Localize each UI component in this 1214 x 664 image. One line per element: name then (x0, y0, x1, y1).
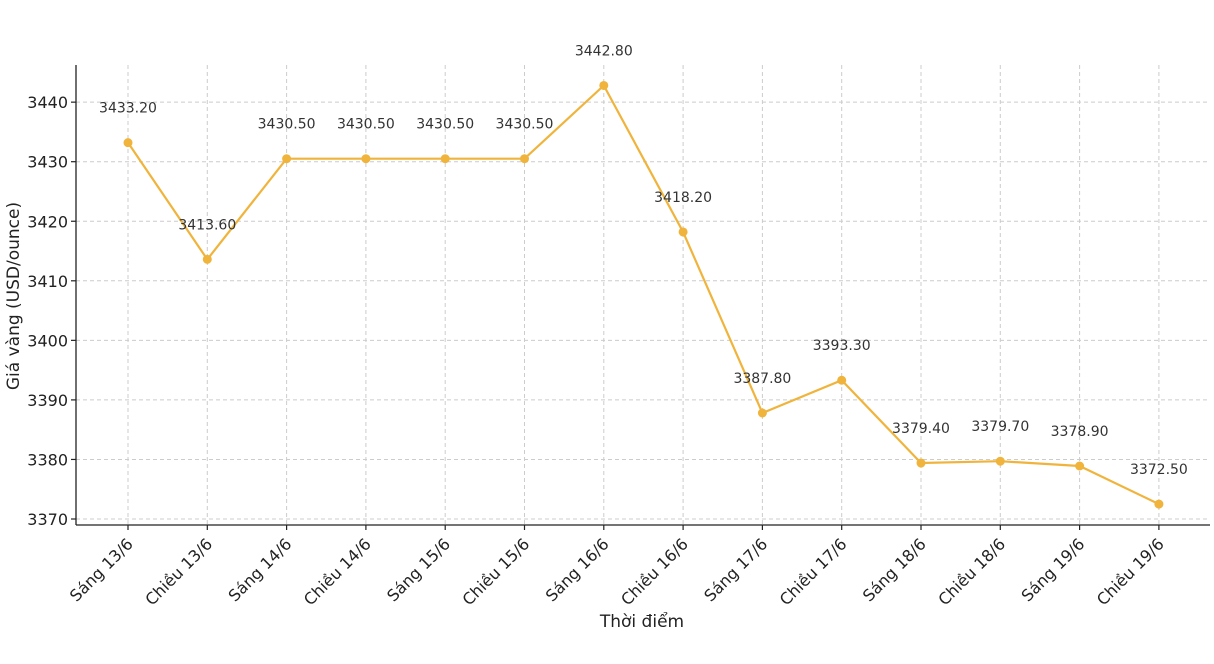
data-labels: 3433.20 3413.60 3430.50 3430.50 3430.50 3430.… (99, 43, 1188, 478)
data-point (1154, 499, 1164, 509)
y-tick-label: 3420 (27, 212, 68, 231)
series (127, 83, 1160, 506)
y-tick-label: 3370 (27, 510, 68, 529)
data-points (123, 80, 1164, 509)
data-value-label: 3430.50 (496, 117, 554, 133)
data-value-label: 3418.20 (654, 190, 712, 206)
y-tick-label: 3400 (27, 331, 68, 350)
data-value-label: 3393.30 (813, 338, 871, 354)
data-value-label: 3372.50 (1130, 462, 1188, 478)
x-tick-label: Chiều 19/6 (1093, 534, 1168, 609)
data-value-label: 3413.60 (178, 217, 236, 233)
y-axis-title: Giá vàng (USD/ounce) (4, 202, 24, 390)
y-tick-label: 3430 (27, 153, 68, 172)
x-tick-label: Chiều 13/6 (141, 534, 216, 609)
x-tick-label: Chiều 15/6 (459, 534, 534, 609)
data-value-label: 3379.70 (971, 419, 1029, 435)
axes (75, 65, 1210, 526)
data-point (440, 154, 450, 164)
x-tick-label: Sáng 14/6 (225, 534, 296, 605)
data-value-label: 3442.80 (575, 43, 633, 59)
x-tick-label: Sáng 17/6 (700, 534, 771, 605)
data-point (1075, 461, 1085, 471)
data-value-label: 3378.90 (1051, 424, 1109, 440)
y-tick-label: 3410 (27, 272, 68, 291)
data-point (678, 227, 688, 237)
x-tick-label: Chiều 18/6 (934, 534, 1009, 609)
x-tick-label: Sáng 15/6 (383, 534, 454, 605)
x-tick-label: Chiều 16/6 (617, 534, 692, 609)
data-point (202, 254, 212, 264)
x-tick-label: Sáng 19/6 (1018, 534, 1089, 605)
data-point (995, 456, 1005, 466)
data-point (837, 375, 847, 385)
data-value-label: 3387.80 (733, 371, 791, 387)
data-value-label: 3430.50 (258, 117, 316, 133)
y-tick-label: 3440 (27, 93, 68, 112)
y-ticks: 3370 3380 3390 3400 3410 3420 3430 3440 (27, 93, 76, 529)
series-line (127, 83, 1160, 506)
x-tick-label: Sáng 18/6 (859, 534, 930, 605)
data-point (916, 458, 926, 468)
x-tick-label: Sáng 16/6 (542, 534, 613, 605)
data-point (123, 138, 133, 148)
data-value-label: 3430.50 (337, 117, 395, 133)
grid (76, 65, 1210, 525)
y-tick-label: 3390 (27, 391, 68, 410)
x-axis-title: Thời điểm (599, 611, 684, 632)
data-point (599, 80, 609, 90)
x-tick-label: Chiều 17/6 (776, 534, 851, 609)
data-value-label: 3433.20 (99, 101, 157, 117)
x-tick-label: Chiều 14/6 (300, 534, 375, 609)
data-point (520, 154, 529, 164)
x-tick-label: Sáng 13/6 (66, 534, 137, 605)
y-tick-label: 3380 (27, 450, 68, 469)
data-point (282, 154, 292, 164)
data-value-label: 3379.40 (892, 421, 950, 437)
data-point (757, 408, 767, 418)
data-point (361, 154, 371, 164)
x-ticks: Sáng 13/6 Chiều 13/6 Sáng 14/6 Chiều 14/6 Sá… (66, 525, 1168, 609)
data-value-label: 3430.50 (416, 117, 474, 133)
